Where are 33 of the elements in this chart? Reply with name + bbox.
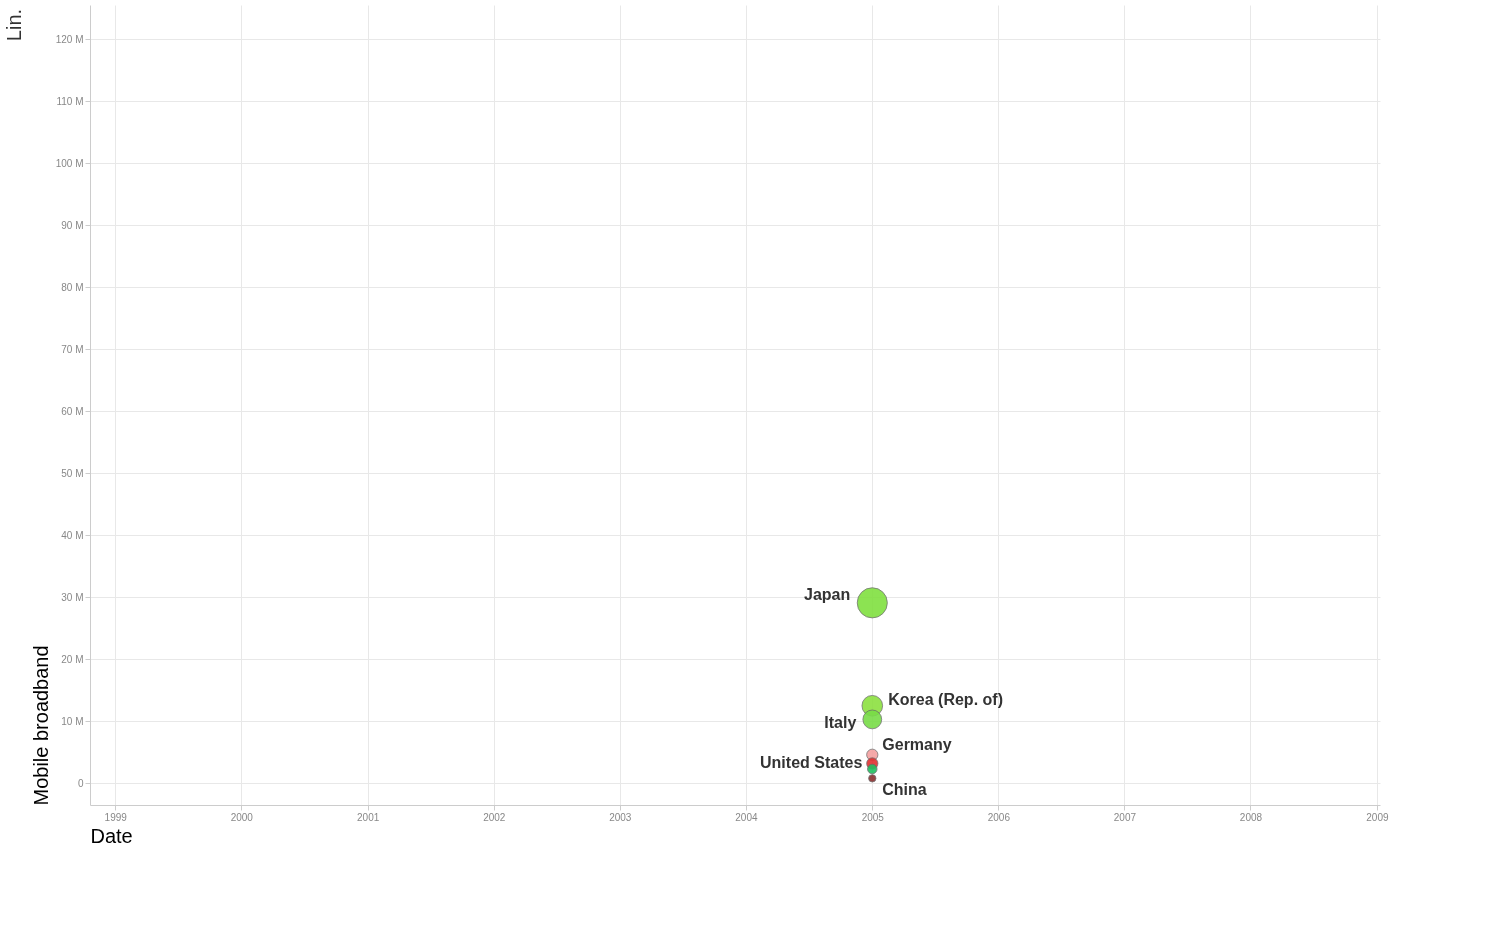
y-tick-label: 60 M bbox=[61, 405, 84, 417]
y-tick-label: 50 M bbox=[61, 467, 84, 479]
series-label: Germany bbox=[882, 735, 952, 753]
x-tick-label: 2007 bbox=[1113, 811, 1137, 823]
y-tick-label: 70 M bbox=[61, 343, 84, 355]
series-label: United States bbox=[760, 754, 863, 772]
x-tick-label: 1999 bbox=[104, 811, 128, 823]
y-tick-label: 90 M bbox=[61, 219, 84, 231]
y-tick-label: 80 M bbox=[61, 281, 84, 293]
y-tick-label: 120 M bbox=[55, 33, 84, 45]
series-label: China bbox=[882, 781, 927, 799]
y-tick-label: 30 M bbox=[61, 591, 84, 603]
series-label: Italy bbox=[824, 714, 857, 732]
x-tick-label: 2009 bbox=[1366, 811, 1389, 823]
text: Lin. bbox=[3, 8, 25, 42]
x-tick-label: 2005 bbox=[861, 811, 885, 823]
y-tick-label: 0 bbox=[77, 777, 84, 789]
x-tick-label: 2000 bbox=[230, 811, 254, 823]
y-axis-title: Mobile broadband bbox=[29, 645, 52, 806]
y-tick-label: 110 M bbox=[56, 95, 84, 107]
y-tick-label: 100 M bbox=[55, 157, 84, 169]
series-label: Korea (Rep. of) bbox=[888, 690, 1003, 708]
x-tick-label: 2004 bbox=[735, 811, 758, 823]
x-tick-label: 2002 bbox=[483, 811, 506, 823]
series-label: Japan bbox=[804, 585, 851, 603]
x-tick-label: 2006 bbox=[987, 811, 1011, 823]
x-tick-label: 2003 bbox=[609, 811, 632, 823]
x-tick-label: 2008 bbox=[1239, 811, 1263, 823]
y-tick-label: 40 M bbox=[61, 529, 84, 541]
x-tick-label: 2001 bbox=[357, 811, 380, 823]
y-tick-label: 20 M bbox=[61, 653, 84, 665]
y-tick-label: 10 M bbox=[61, 715, 84, 727]
x-axis-title: Date bbox=[90, 824, 133, 847]
